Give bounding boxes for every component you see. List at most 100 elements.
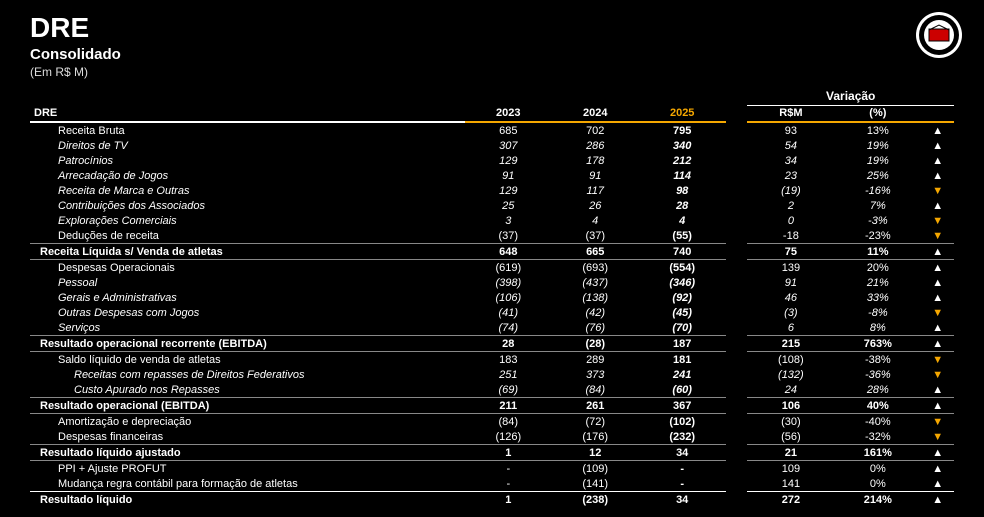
cell-y2023: - bbox=[465, 461, 552, 477]
cell-y2024: 12 bbox=[552, 445, 639, 461]
row-label: Mudança regra contábil para formação de … bbox=[30, 476, 465, 492]
cell-pct: -3% bbox=[834, 213, 921, 228]
cell-var: 215 bbox=[747, 336, 834, 352]
cell-y2025: 98 bbox=[639, 183, 726, 198]
arrow-up-icon: ▲ bbox=[921, 260, 954, 276]
cell-y2025: (45) bbox=[639, 305, 726, 320]
cell-y2024: (42) bbox=[552, 305, 639, 320]
cell-var: 91 bbox=[747, 275, 834, 290]
cell-y2025: 187 bbox=[639, 336, 726, 352]
arrow-down-icon: ▼ bbox=[921, 305, 954, 320]
table-row: Patrocínios1291782123419%▲ bbox=[30, 153, 954, 168]
cell-y2023: (69) bbox=[465, 382, 552, 398]
cell-pct: 161% bbox=[834, 445, 921, 461]
cell-y2024: (693) bbox=[552, 260, 639, 276]
table-row: Arrecadação de Jogos91911142325%▲ bbox=[30, 168, 954, 183]
cell-pct: 19% bbox=[834, 153, 921, 168]
row-label: Explorações Comerciais bbox=[30, 213, 465, 228]
row-label: Receita de Marca e Outras bbox=[30, 183, 465, 198]
cell-y2023: 129 bbox=[465, 153, 552, 168]
cell-pct: -8% bbox=[834, 305, 921, 320]
cell-y2025: 34 bbox=[639, 492, 726, 508]
row-label: Despesas Operacionais bbox=[30, 260, 465, 276]
table-row: Contribuições dos Associados25262827%▲ bbox=[30, 198, 954, 213]
table-row: Despesas Operacionais(619)(693)(554)1392… bbox=[30, 260, 954, 276]
cell-pct: 0% bbox=[834, 476, 921, 492]
table-row: Resultado líquido ajustado1123421161%▲ bbox=[30, 445, 954, 461]
row-label: Receitas com repasses de Direitos Federa… bbox=[30, 367, 465, 382]
cell-y2023: 91 bbox=[465, 168, 552, 183]
arrow-up-icon: ▲ bbox=[921, 320, 954, 336]
arrow-down-icon: ▼ bbox=[921, 213, 954, 228]
table-row: Mudança regra contábil para formação de … bbox=[30, 476, 954, 492]
cell-var: 21 bbox=[747, 445, 834, 461]
col-2025: 2025 bbox=[639, 105, 726, 122]
col-dre: DRE bbox=[30, 105, 465, 122]
cell-var: 34 bbox=[747, 153, 834, 168]
cell-y2024: 665 bbox=[552, 244, 639, 260]
cell-pct: 28% bbox=[834, 382, 921, 398]
cell-y2024: (141) bbox=[552, 476, 639, 492]
cell-y2025: 28 bbox=[639, 198, 726, 213]
arrow-up-icon: ▲ bbox=[921, 492, 954, 508]
cell-y2024: 261 bbox=[552, 398, 639, 414]
cell-y2023: (41) bbox=[465, 305, 552, 320]
cell-pct: 25% bbox=[834, 168, 921, 183]
cell-y2025: (102) bbox=[639, 414, 726, 430]
row-label: Amortização e depreciação bbox=[30, 414, 465, 430]
cell-y2023: (37) bbox=[465, 228, 552, 244]
col-2023: 2023 bbox=[465, 105, 552, 122]
cell-var: -18 bbox=[747, 228, 834, 244]
row-label: Despesas financeiras bbox=[30, 429, 465, 445]
cell-var: (56) bbox=[747, 429, 834, 445]
cell-y2025: 114 bbox=[639, 168, 726, 183]
cell-pct: -23% bbox=[834, 228, 921, 244]
variation-header-row: Variação bbox=[30, 87, 954, 105]
col-var-abs: R$M bbox=[747, 105, 834, 122]
cell-y2023: - bbox=[465, 476, 552, 492]
row-label: Gerais e Administrativas bbox=[30, 290, 465, 305]
cell-y2025: (92) bbox=[639, 290, 726, 305]
arrow-up-icon: ▲ bbox=[921, 275, 954, 290]
row-label: Pessoal bbox=[30, 275, 465, 290]
cell-var: (132) bbox=[747, 367, 834, 382]
cell-y2024: (84) bbox=[552, 382, 639, 398]
cell-pct: 763% bbox=[834, 336, 921, 352]
cell-pct: 40% bbox=[834, 398, 921, 414]
arrow-up-icon: ▲ bbox=[921, 153, 954, 168]
cell-pct: 21% bbox=[834, 275, 921, 290]
cell-y2024: 373 bbox=[552, 367, 639, 382]
cell-y2024: (176) bbox=[552, 429, 639, 445]
cell-y2025: 34 bbox=[639, 445, 726, 461]
cell-var: (19) bbox=[747, 183, 834, 198]
table-row: Explorações Comerciais3440-3%▼ bbox=[30, 213, 954, 228]
row-label: Contribuições dos Associados bbox=[30, 198, 465, 213]
cell-var: 46 bbox=[747, 290, 834, 305]
cell-y2024: 702 bbox=[552, 122, 639, 138]
cell-y2025: (232) bbox=[639, 429, 726, 445]
cell-y2025: (346) bbox=[639, 275, 726, 290]
cell-y2023: 183 bbox=[465, 352, 552, 368]
cell-y2024: 91 bbox=[552, 168, 639, 183]
cell-var: 141 bbox=[747, 476, 834, 492]
cell-y2023: 307 bbox=[465, 138, 552, 153]
arrow-up-icon: ▲ bbox=[921, 336, 954, 352]
cell-y2023: 685 bbox=[465, 122, 552, 138]
row-label: Custo Apurado nos Repasses bbox=[30, 382, 465, 398]
cell-y2025: 367 bbox=[639, 398, 726, 414]
cell-y2024: (37) bbox=[552, 228, 639, 244]
cell-var: 93 bbox=[747, 122, 834, 138]
cell-y2025: 4 bbox=[639, 213, 726, 228]
cell-var: (3) bbox=[747, 305, 834, 320]
cell-y2025: 740 bbox=[639, 244, 726, 260]
table-row: Resultado operacional (EBITDA)2112613671… bbox=[30, 398, 954, 414]
cell-y2025: - bbox=[639, 476, 726, 492]
table-row: Serviços(74)(76)(70)68%▲ bbox=[30, 320, 954, 336]
table-row: Amortização e depreciação(84)(72)(102)(3… bbox=[30, 414, 954, 430]
cell-y2023: 648 bbox=[465, 244, 552, 260]
arrow-up-icon: ▲ bbox=[921, 290, 954, 305]
row-label: Receita Bruta bbox=[30, 122, 465, 138]
cell-y2024: (76) bbox=[552, 320, 639, 336]
cell-y2024: 286 bbox=[552, 138, 639, 153]
col-var-pct: (%) bbox=[834, 105, 921, 122]
